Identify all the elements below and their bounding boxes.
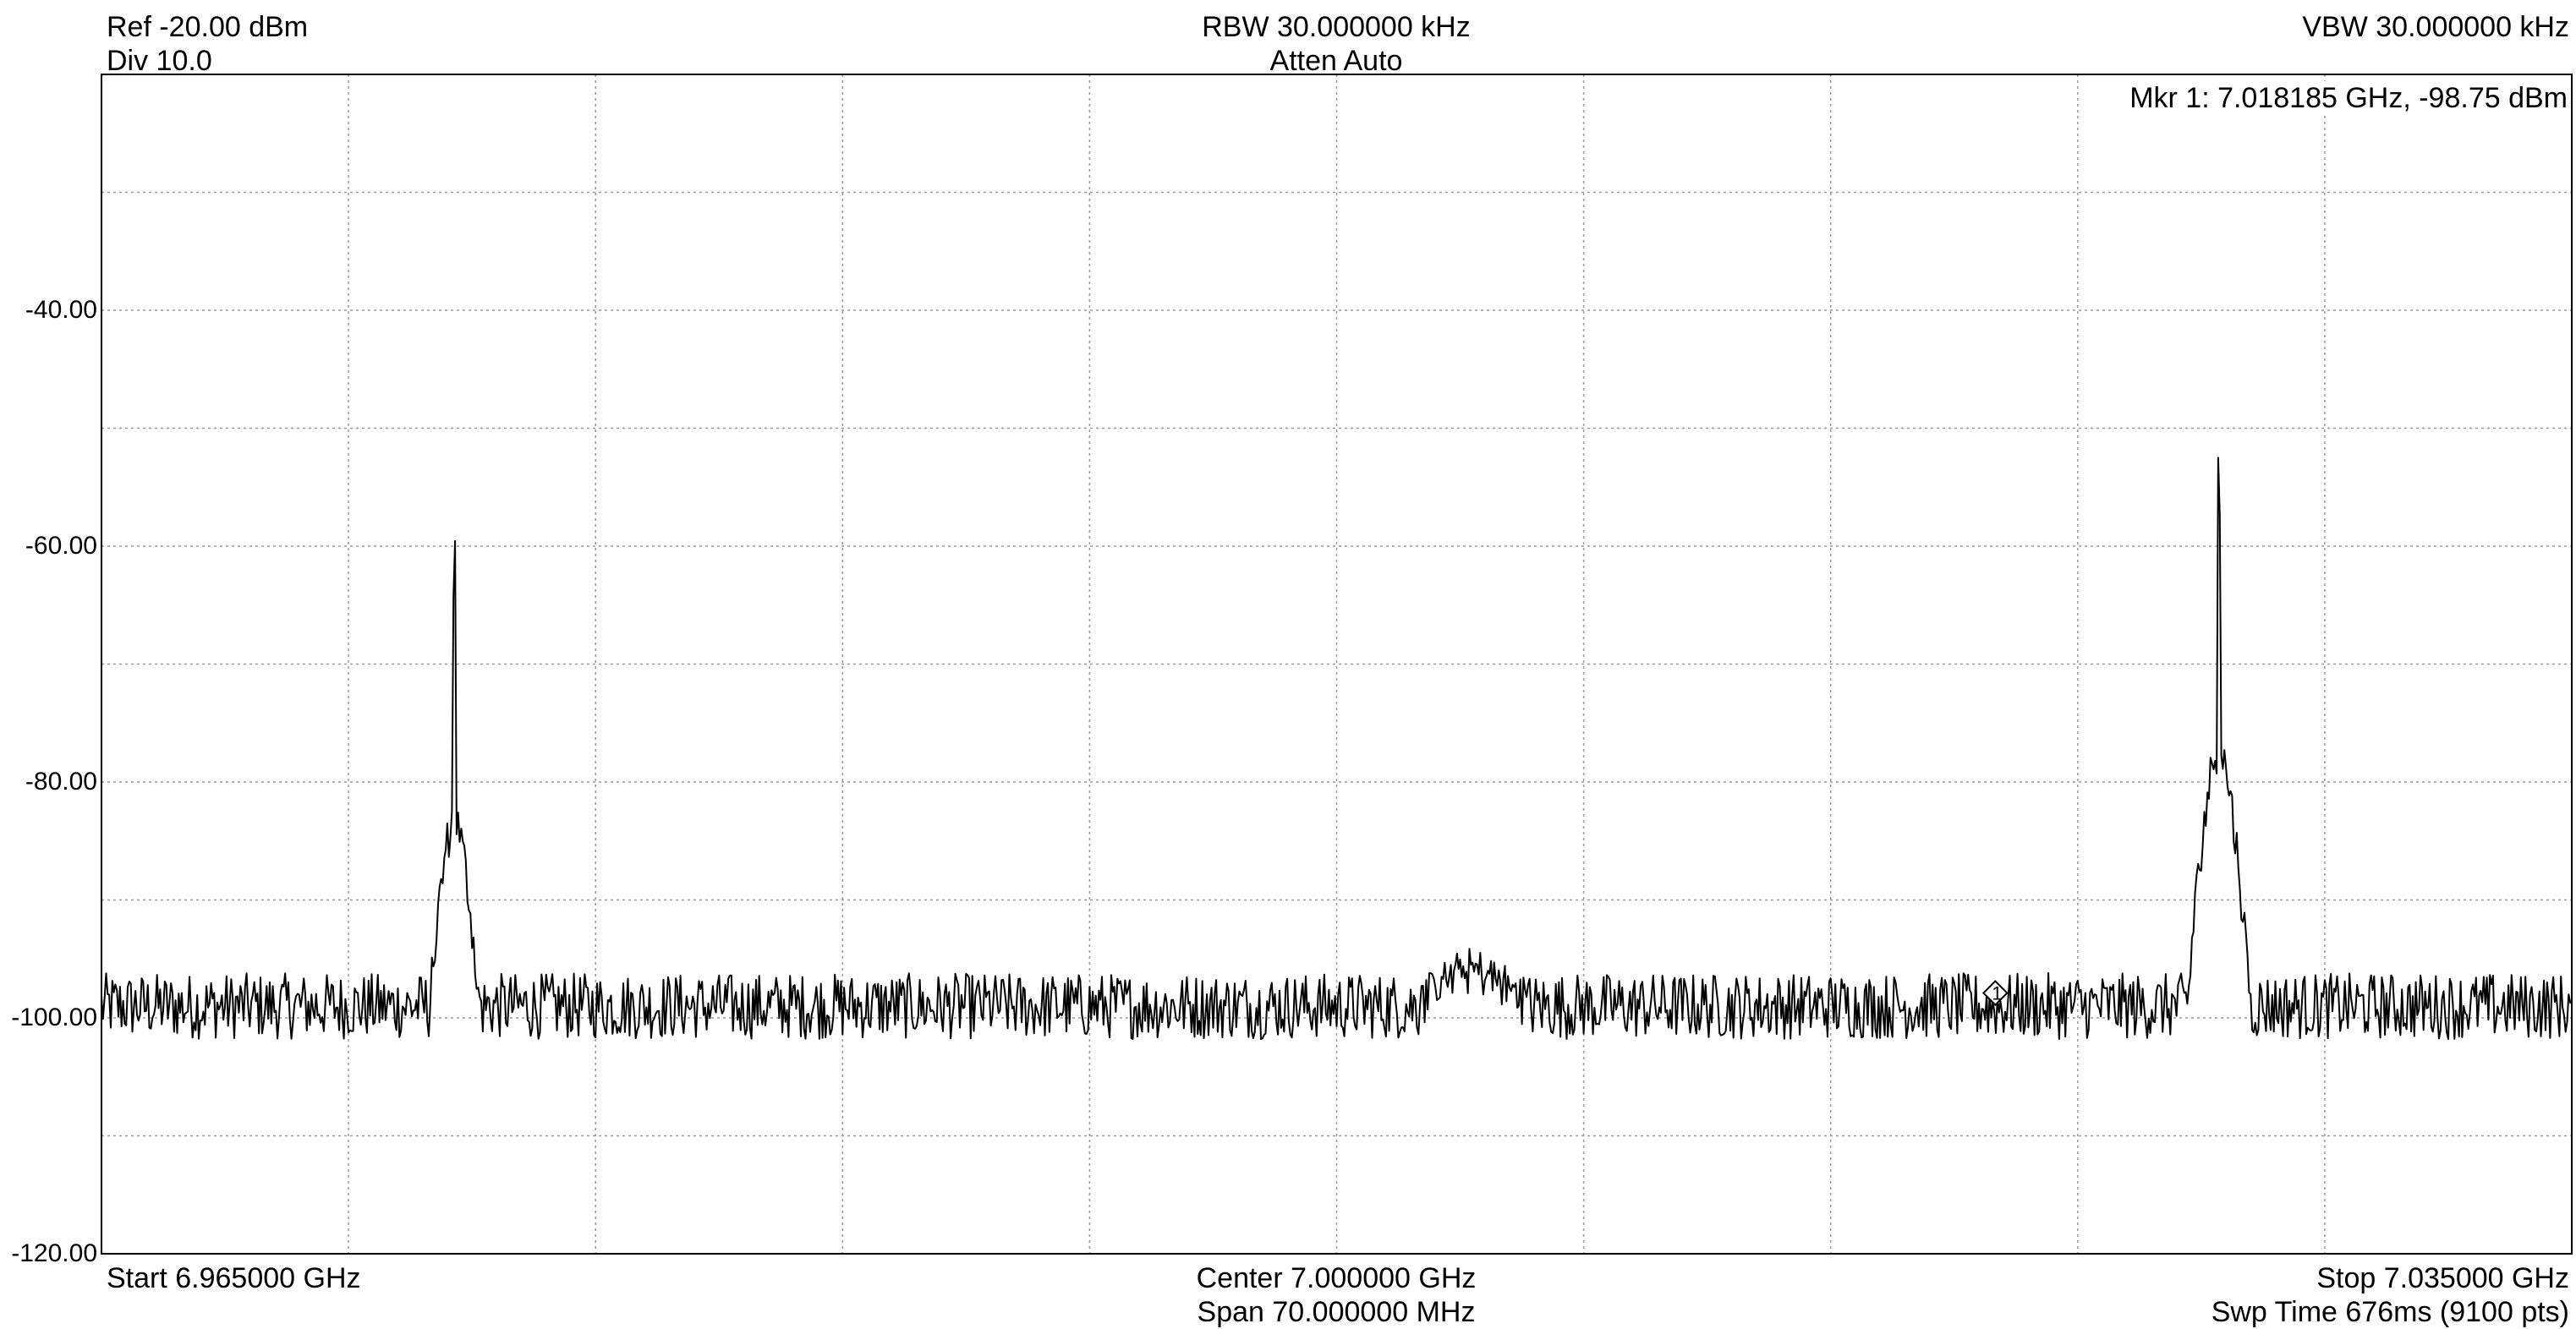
y-tick-label: -80.00 [25,768,97,796]
stop-freq-label: Stop 7.035000 GHz [2316,1262,2569,1294]
center-freq-label: Center 7.000000 GHz [1196,1262,1477,1294]
marker-number: 1 [1992,983,2002,1004]
vbw-label: VBW 30.000000 kHz [2302,11,2569,43]
div-scale-label: Div 10.0 [107,45,212,77]
y-tick-label: -40.00 [25,296,97,324]
span-label: Span 70.000000 MHz [1197,1296,1476,1328]
sweep-time-label: Swp Time 676ms (9100 pts) [2211,1296,2569,1328]
start-freq-label: Start 6.965000 GHz [107,1262,361,1294]
rbw-label: RBW 30.000000 kHz [1202,11,1471,43]
y-tick-label: -60.00 [25,532,97,560]
y-tick-label: -100.00 [11,1004,97,1031]
atten-label: Atten Auto [1269,45,1403,77]
marker-readout: Mkr 1: 7.018185 GHz, -98.75 dBm [2129,81,2568,115]
ref-level-label: Ref -20.00 dBm [107,11,309,43]
grid [101,74,2572,1254]
marker-1[interactable]: 1 [1981,980,2009,1006]
y-tick-label: -120.00 [11,1239,97,1267]
marker-diamond-icon[interactable] [1981,980,2009,1006]
spectrum-trace [101,457,2573,1041]
plot-frame [101,74,2573,1255]
